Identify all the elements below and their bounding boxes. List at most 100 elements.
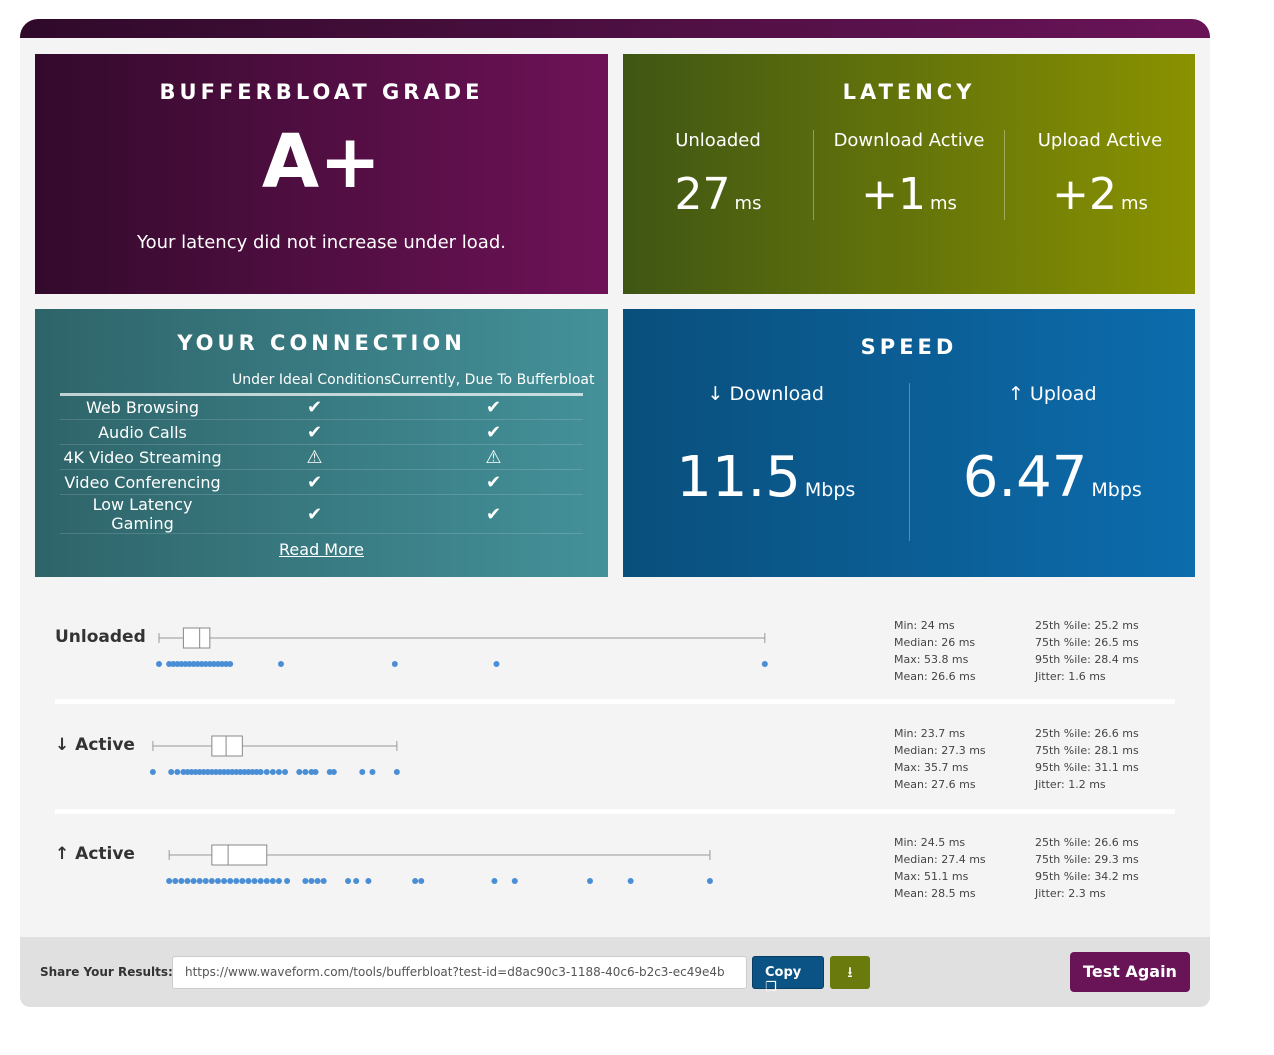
share-label: Share Your Results:: [40, 965, 173, 979]
sample-dot: [284, 878, 291, 884]
sample-dot: [263, 769, 270, 775]
sample-dot: [302, 878, 309, 884]
stat-text: 95th %ile: 34.2 ms: [1035, 870, 1139, 883]
boxplot-row-label: ↑ Active: [55, 844, 135, 864]
stat-text: Jitter: 1.6 ms: [1035, 670, 1106, 683]
stat-text: Median: 26 ms: [894, 636, 976, 649]
sample-dot: [149, 769, 156, 775]
sample-dot: [227, 878, 234, 884]
check-icon: ✔: [404, 469, 583, 495]
latency-title: LATENCY: [842, 80, 976, 104]
check-icon: ✔: [404, 394, 583, 420]
stat-text: Jitter: 1.2 ms: [1035, 778, 1106, 791]
activity-name: Low Latency Gaming: [60, 494, 225, 534]
check-icon: ✔: [225, 419, 404, 445]
speed-title: SPEED: [860, 335, 958, 359]
sample-dot: [391, 661, 398, 667]
copy-button[interactable]: Copy ❐: [752, 956, 824, 995]
download-button[interactable]: ⭳: [830, 956, 870, 989]
stat-text: Min: 24.5 ms: [894, 836, 966, 849]
activity-name: Audio Calls: [60, 419, 225, 445]
col-ideal-header: Under Ideal Conditions: [232, 372, 392, 388]
latency-label: Download Active: [833, 130, 985, 151]
copy-icon: ❐: [765, 980, 777, 995]
check-icon: ✔: [225, 494, 404, 534]
sample-dot: [184, 878, 191, 884]
sample-dot: [493, 661, 500, 667]
sample-dot: [269, 769, 276, 775]
stat-text: 75th %ile: 29.3 ms: [1035, 853, 1139, 866]
latency-unit: ms: [929, 193, 957, 214]
connection-table: Web Browsing ✔ ✔ Audio Calls ✔ ✔ 4K Video …: [60, 393, 583, 534]
test-again-button[interactable]: Test Again: [1070, 952, 1190, 992]
sample-dot: [330, 769, 337, 775]
download-label: ↓ Download: [707, 383, 824, 405]
check-icon: ✔: [225, 394, 404, 420]
stat-text: Mean: 27.6 ms: [894, 778, 976, 791]
warning-icon: ⚠: [404, 444, 583, 470]
activity-name: Video Conferencing: [60, 469, 225, 495]
read-more-link[interactable]: Read More: [279, 540, 364, 559]
upload-unit: Mbps: [1091, 479, 1142, 501]
stat-text: 25th %ile: 26.6 ms: [1035, 727, 1139, 740]
sample-dot: [277, 661, 284, 667]
activity-name: 4K Video Streaming: [60, 444, 225, 470]
stat-text: Mean: 26.6 ms: [894, 670, 976, 683]
copy-label: Copy: [765, 965, 802, 980]
sample-dot: [251, 878, 258, 884]
sample-dot: [418, 878, 425, 884]
sample-dot: [174, 769, 181, 775]
connection-title: YOUR CONNECTION: [177, 331, 466, 355]
latency-card: LATENCY Unloaded 27 ms Download Active +1 ms…: [623, 54, 1195, 294]
latency-upload-active: Upload Active +2 ms: [1004, 130, 1195, 220]
sample-dot: [178, 878, 185, 884]
connection-row: Audio Calls ✔ ✔: [60, 419, 583, 445]
latency-value: 27: [674, 169, 731, 220]
iqr-box: [211, 844, 268, 866]
latency-value: +2: [1052, 169, 1117, 220]
upload-value: 6.47: [962, 445, 1088, 510]
stat-text: Jitter: 2.3 ms: [1035, 887, 1106, 900]
sample-dot: [227, 661, 234, 667]
stat-text: Median: 27.3 ms: [894, 744, 986, 757]
share-url-input[interactable]: https://www.waveform.com/tools/bufferblo…: [172, 956, 747, 989]
sample-dot: [269, 878, 276, 884]
sample-dot: [302, 769, 309, 775]
sample-dot: [320, 878, 327, 884]
bufferbloat-grade-card: BUFFERBLOAT GRADE A+ Your latency did no…: [35, 54, 608, 294]
sample-dot: [208, 878, 215, 884]
sample-dot: [308, 878, 315, 884]
sample-dot: [245, 878, 252, 884]
sample-dot: [196, 878, 203, 884]
boxplot-row-label: ↓ Active: [55, 735, 135, 755]
sample-dot: [314, 878, 321, 884]
grade-value: A+: [261, 119, 382, 205]
activity-name: Web Browsing: [60, 394, 225, 420]
warning-icon: ⚠: [225, 444, 404, 470]
latency-value: +1: [861, 169, 926, 220]
stat-text: Median: 27.4 ms: [894, 853, 986, 866]
sample-dot: [172, 878, 179, 884]
sample-dot: [214, 878, 221, 884]
grade-message: Your latency did not increase under load…: [137, 232, 506, 253]
sample-dot: [202, 878, 209, 884]
stat-text: 25th %ile: 26.6 ms: [1035, 836, 1139, 849]
stat-text: 95th %ile: 31.1 ms: [1035, 761, 1139, 774]
sample-dot: [168, 769, 175, 775]
download-speed: ↓ Download 11.5 Mbps: [623, 383, 909, 541]
sample-dot: [312, 769, 319, 775]
sample-dot: [706, 878, 713, 884]
sample-dot: [156, 661, 162, 667]
share-footer: Share Your Results: https://www.waveform…: [20, 937, 1210, 1007]
sample-dot: [296, 769, 303, 775]
sample-dot: [393, 769, 400, 775]
sample-dot: [275, 769, 282, 775]
sample-dot: [412, 878, 419, 884]
iqr-box: [211, 735, 243, 757]
sample-dot: [359, 769, 366, 775]
sample-dot: [257, 769, 264, 775]
sample-dot: [491, 878, 498, 884]
sample-dot: [511, 878, 518, 884]
boxplot-row-label: Unloaded: [55, 627, 146, 647]
